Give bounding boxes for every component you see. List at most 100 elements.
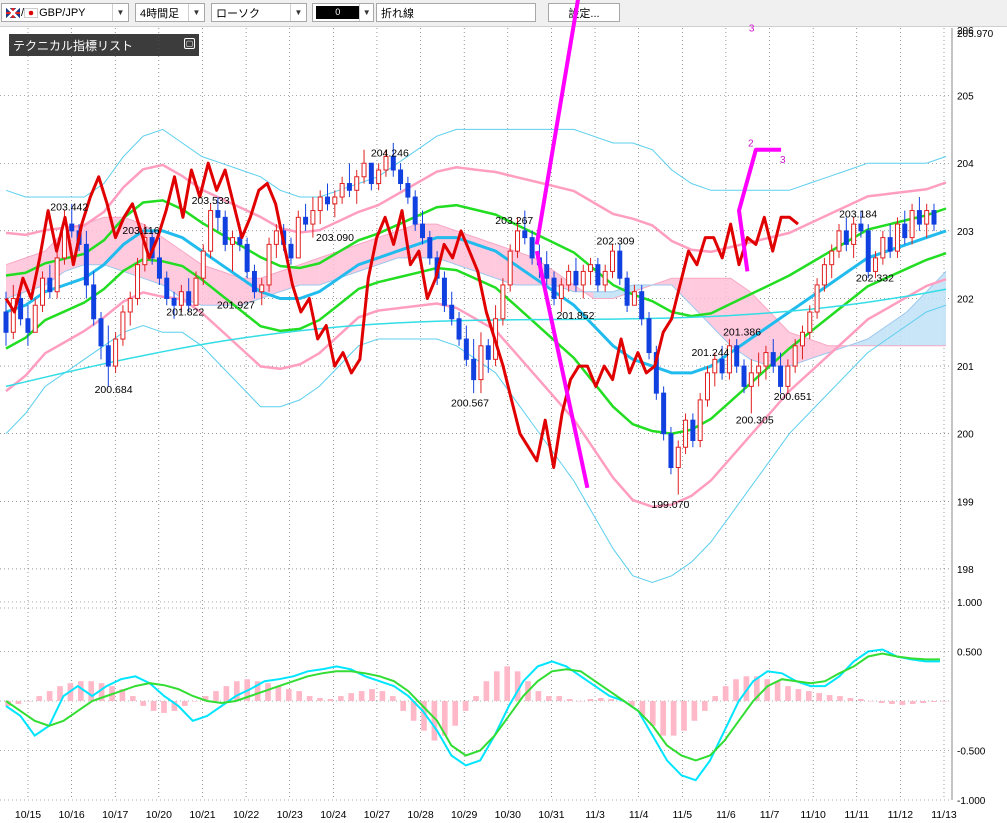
price-annotation: 202.332 bbox=[856, 273, 894, 285]
histogram-bar bbox=[421, 701, 427, 731]
line-color-select[interactable]: 0 ▼ bbox=[312, 3, 374, 22]
candle-body bbox=[858, 223, 864, 232]
candle-body bbox=[931, 210, 937, 225]
candle-body bbox=[441, 277, 447, 306]
candle-body bbox=[675, 446, 681, 469]
toolbar: / GBP/JPY ▼ 4時間足 ▼ ローソク ▼ 0 ▼ 折れ線 設定... bbox=[0, 0, 1007, 27]
candle-body bbox=[420, 223, 425, 239]
date-tick-label: 10/22 bbox=[233, 809, 259, 821]
jp-flag-icon bbox=[24, 7, 39, 18]
indicator-list-panel[interactable]: テクニカル指標リスト ▢ bbox=[9, 34, 199, 56]
histogram-bar bbox=[36, 696, 43, 701]
histogram-bar bbox=[514, 671, 521, 701]
histogram-bar bbox=[379, 691, 386, 701]
histogram-bar bbox=[805, 691, 812, 701]
candle-body bbox=[741, 365, 747, 387]
histogram-bar bbox=[348, 693, 355, 701]
histogram-bar bbox=[545, 696, 552, 701]
uk-flag-icon bbox=[6, 7, 20, 18]
candle-body bbox=[631, 291, 637, 306]
histogram-bar bbox=[317, 698, 323, 701]
candle-body bbox=[310, 210, 316, 225]
price-annotation: 203.116 bbox=[122, 225, 159, 237]
candle-body bbox=[639, 291, 645, 320]
date-tick-label: 11/11 bbox=[844, 809, 869, 821]
candle-body bbox=[25, 318, 31, 333]
price-annotation: 200.684 bbox=[95, 384, 133, 396]
current-price-label: 205.970 bbox=[957, 29, 994, 40]
overlay-label: 折れ線 bbox=[381, 7, 414, 20]
histogram-bar bbox=[233, 681, 240, 701]
price-tick-label: 202 bbox=[957, 294, 974, 305]
price-annotations: 203.442 203.116 203.533 200.684 201.822 201.9… bbox=[50, 147, 894, 511]
candle-body bbox=[120, 311, 126, 340]
timeframe-select[interactable]: 4時間足 ▼ bbox=[135, 3, 205, 22]
cloud-segment bbox=[789, 332, 809, 367]
histogram-bar bbox=[213, 691, 219, 701]
date-tick-label: 10/28 bbox=[407, 809, 433, 821]
candle-body bbox=[609, 250, 615, 272]
date-tick-label: 10/20 bbox=[146, 809, 172, 821]
osc-tick-label: 0.500 bbox=[957, 648, 982, 659]
symbol-select[interactable]: / GBP/JPY ▼ bbox=[1, 3, 129, 22]
candle-body bbox=[814, 284, 820, 313]
candle-body bbox=[865, 230, 871, 272]
candle-body bbox=[880, 237, 886, 259]
candle-body bbox=[412, 196, 418, 225]
cloud-segment bbox=[691, 278, 711, 326]
candle-body bbox=[273, 230, 279, 245]
date-tick-label: 10/16 bbox=[58, 809, 84, 821]
histogram-bar bbox=[400, 701, 407, 711]
price-annotation: 203.090 bbox=[316, 232, 354, 244]
histogram-bar bbox=[753, 676, 760, 701]
candle-body bbox=[3, 311, 9, 333]
cloud-segment bbox=[221, 271, 241, 306]
date-tick-label: 10/15 bbox=[15, 809, 41, 821]
histogram-bar bbox=[462, 701, 469, 711]
histogram-bar bbox=[733, 679, 739, 701]
candle-body bbox=[354, 176, 360, 191]
histogram-bar bbox=[920, 701, 927, 703]
histogram-bar bbox=[192, 701, 199, 702]
candle-body bbox=[661, 392, 667, 435]
candle-body bbox=[83, 243, 89, 286]
chart-style-select[interactable]: ローソク ▼ bbox=[211, 3, 307, 22]
candle-body bbox=[770, 352, 776, 367]
date-tick-label: 10/17 bbox=[102, 809, 128, 821]
date-tick-label: 10/27 bbox=[364, 809, 390, 821]
cloud-segment bbox=[84, 217, 104, 265]
candle-body bbox=[10, 297, 16, 333]
histogram-bar bbox=[431, 701, 438, 741]
timeframe-label: 4時間足 bbox=[140, 7, 180, 20]
candle-body bbox=[544, 264, 550, 279]
candle-body bbox=[215, 210, 221, 218]
cloud-span-a bbox=[5, 216, 946, 347]
price-tick-label: 200 bbox=[957, 430, 974, 441]
histogram-bar bbox=[483, 681, 490, 701]
candle-body bbox=[463, 338, 469, 360]
oscillator-panel: 1.000 0.500 -0.500 -1.000 bbox=[0, 598, 986, 807]
price-annotation: 201.386 bbox=[723, 327, 761, 339]
cloud-segment bbox=[593, 291, 614, 299]
histogram-bar bbox=[577, 701, 583, 702]
collapse-icon[interactable]: ▢ bbox=[184, 38, 195, 49]
chevron-down-icon: ▼ bbox=[188, 4, 204, 21]
candle-body bbox=[54, 257, 60, 293]
histogram-bar bbox=[889, 701, 895, 704]
cloud-segment bbox=[750, 291, 770, 367]
histogram-bar bbox=[275, 686, 282, 701]
candle-body bbox=[171, 297, 177, 306]
histogram-bar bbox=[649, 701, 656, 726]
candle-body bbox=[398, 169, 404, 185]
overlay-field[interactable]: 折れ線 bbox=[376, 3, 536, 22]
candle-body bbox=[244, 243, 250, 272]
chevron-down-icon: ▼ bbox=[290, 4, 306, 21]
candle-body bbox=[361, 162, 367, 178]
candle-body bbox=[164, 277, 170, 299]
candle-body bbox=[456, 318, 462, 340]
cloud-segment bbox=[299, 257, 320, 285]
candle-body bbox=[193, 277, 199, 306]
candle-body bbox=[646, 318, 652, 354]
candle-body bbox=[259, 284, 265, 293]
